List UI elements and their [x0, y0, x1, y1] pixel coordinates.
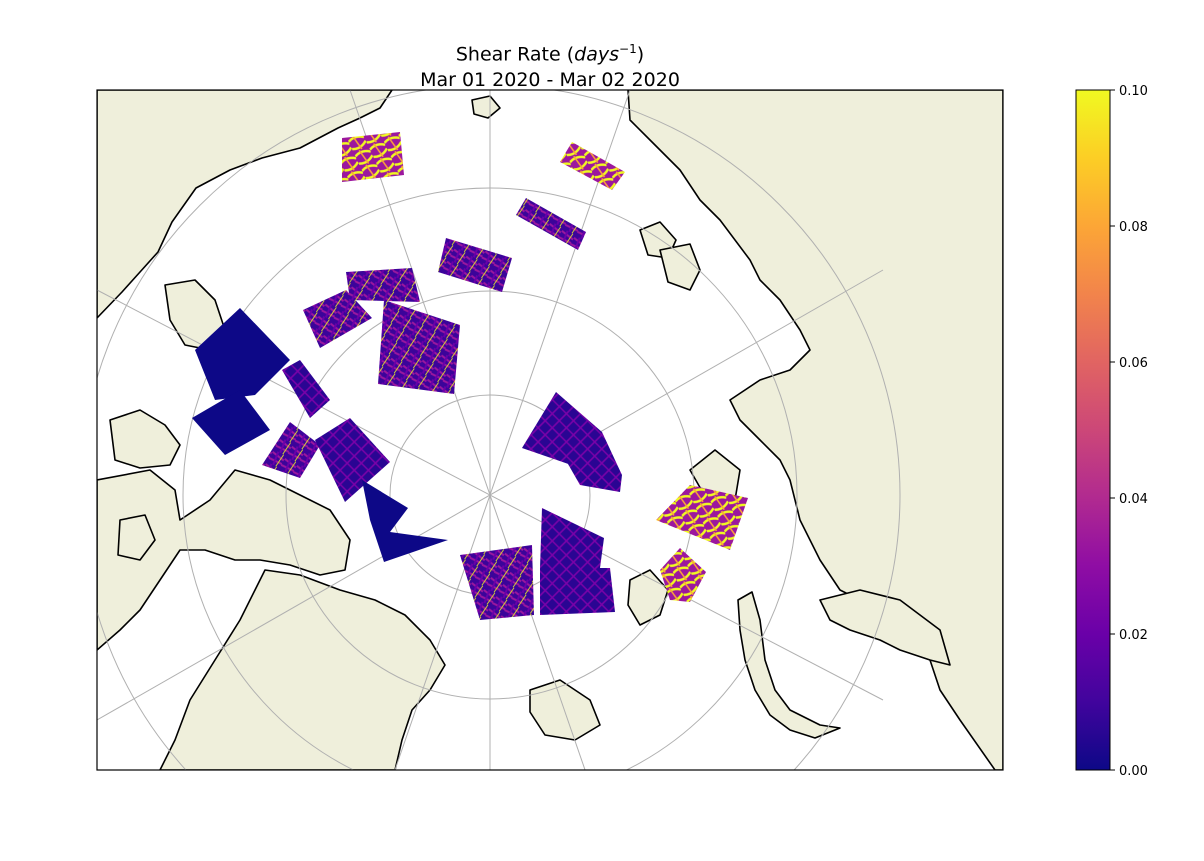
- swath-kara: [660, 548, 706, 602]
- land-greenland: [159, 569, 446, 770]
- meridian-150e: [394, 90, 631, 770]
- land-scandinavia: [819, 589, 951, 666]
- title-suffix: ): [636, 43, 645, 66]
- swath-canada-basin: [378, 300, 460, 394]
- land-novaya-zemlya: [737, 591, 841, 739]
- swath-lincoln-2: [315, 418, 390, 502]
- map-title: Shear Rate (days−1) Mar 01 2020 - Mar 02…: [97, 36, 1003, 93]
- colorbar-tick-label: 0.02: [1119, 628, 1148, 643]
- land-layer: [97, 90, 1003, 770]
- colorbar-tick-label: 0.08: [1119, 220, 1148, 235]
- colorbar-ticks: 0.00 0.02 0.04 0.06 0.08 0.10: [1110, 84, 1148, 779]
- swath-east-siberian-2: [516, 198, 586, 250]
- colorbar: 0.00 0.02 0.04 0.06 0.08 0.10: [1075, 84, 1148, 779]
- swath-beaufort-central: [346, 268, 420, 302]
- swath-lincoln-1: [262, 422, 320, 478]
- colorbar-tick-label: 0.00: [1119, 764, 1148, 779]
- land-siberia: [97, 90, 393, 319]
- title-exponent: −1: [619, 42, 637, 56]
- land-small-islands-west: [117, 514, 156, 561]
- latitude-circle-50: [97, 90, 901, 770]
- land-north-america: [627, 90, 1003, 770]
- title-line-2: Mar 01 2020 - Mar 02 2020: [420, 69, 680, 92]
- swath-archipelago-south: [192, 390, 270, 455]
- swath-eurasian-2: [540, 508, 604, 568]
- graticule: [97, 90, 901, 770]
- colorbar-tick-label: 0.04: [1119, 492, 1148, 507]
- swath-archipelago-west: [195, 308, 290, 400]
- colorbar-gradient: [1075, 89, 1111, 771]
- title-prefix: Shear Rate (: [455, 43, 575, 66]
- title-unit: days: [574, 43, 620, 66]
- land-wrangel: [471, 95, 501, 119]
- swath-eurasian-3: [540, 568, 615, 615]
- land-svalbard: [529, 679, 601, 741]
- shear-rate-swaths: [192, 132, 748, 620]
- land-taymyr-islands: [659, 243, 701, 291]
- swath-chukchi: [342, 132, 404, 182]
- swath-laptev: [656, 485, 748, 550]
- colorbar-tick-label: 0.06: [1119, 356, 1148, 371]
- swath-beaufort-west: [303, 290, 372, 348]
- colorbar-tick-label: 0.10: [1119, 84, 1148, 99]
- swath-north-pole-2: [560, 432, 622, 492]
- swath-nares: [362, 480, 448, 562]
- swath-beaufort-north: [438, 238, 512, 292]
- title-line-1: Shear Rate (days−1): [97, 36, 1003, 67]
- swath-mcclure: [282, 360, 330, 418]
- land-ellesmere: [109, 409, 181, 469]
- swath-eurasian-1: [460, 545, 534, 620]
- map-frame: [96, 89, 1004, 771]
- swath-east-siberian-1: [560, 142, 625, 190]
